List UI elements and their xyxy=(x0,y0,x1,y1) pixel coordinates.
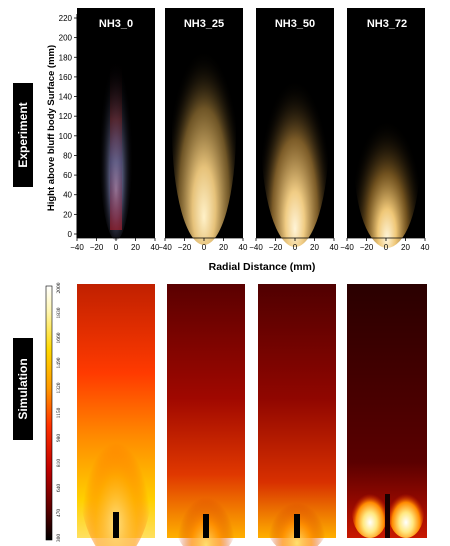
svg-text:Simulation: Simulation xyxy=(16,358,30,419)
xtick-label: 40 xyxy=(421,243,430,252)
svg-text:Experiment: Experiment xyxy=(16,102,30,167)
experiment-yticks: 0 20 40 60 80 100 120 140 160 180 200 220 xyxy=(59,14,77,239)
ytick-label: 220 xyxy=(59,14,73,23)
ytick-label: 80 xyxy=(63,151,72,160)
experiment-panel-nh3-0: NH3_0 xyxy=(77,8,155,240)
ytick-label: 20 xyxy=(63,210,72,219)
simulation-panel-nh3-72 xyxy=(347,284,427,538)
ytick-label: 120 xyxy=(59,112,73,121)
experiment-panel-nh3-25: NH3_25 xyxy=(165,8,243,245)
experiment-row-label: Experiment xyxy=(13,83,33,187)
simulation-panel-nh3-50 xyxy=(258,284,336,546)
experiment-panel-nh3-50: NH3_50 xyxy=(256,8,334,247)
colorbar-tick-label: 2000 xyxy=(56,282,62,293)
ytick-label: 160 xyxy=(59,73,73,82)
experiment-ylabel: Hight above bluff body Surface (mm) xyxy=(46,45,57,211)
ytick-label: 180 xyxy=(59,53,73,62)
xtick-label: 20 xyxy=(131,243,140,252)
colorbar-tick-label: 1830 xyxy=(56,307,62,318)
xtick-label: −20 xyxy=(178,243,192,252)
xtick-label: −40 xyxy=(70,243,84,252)
colorbar-tick-label: 980 xyxy=(56,434,62,443)
ytick-label: 0 xyxy=(68,230,73,239)
xtick-label: 0 xyxy=(202,243,207,252)
xtick-label: 0 xyxy=(384,243,389,252)
ytick-label: 40 xyxy=(63,191,72,200)
xtick-label: 0 xyxy=(114,243,119,252)
colorbar-tick-label: 300 xyxy=(56,534,62,543)
ytick-label: 100 xyxy=(59,132,73,141)
experiment-panel-nh3-72: NH3_72 xyxy=(347,8,425,248)
xtick-label: −40 xyxy=(340,243,354,252)
simulation-panel-nh3-0 xyxy=(77,284,155,546)
xtick-label: 20 xyxy=(401,243,410,252)
ytick-label: 200 xyxy=(59,34,73,43)
ytick-label: 60 xyxy=(63,171,72,180)
xtick-label: 40 xyxy=(330,243,339,252)
xtick-label: 20 xyxy=(219,243,228,252)
colorbar-tick-label: 470 xyxy=(56,509,62,518)
colorbar-ticks: 300 470 640 810 980 1150 1320 1490 1660 1830 2000 xyxy=(56,282,62,542)
panel-title: NH3_25 xyxy=(184,18,224,30)
xtick-label: −20 xyxy=(269,243,283,252)
panel-title: NH3_72 xyxy=(367,18,407,30)
simulation-panel-nh3-25 xyxy=(167,284,245,546)
xtick-label: −20 xyxy=(90,243,104,252)
colorbar-tick-label: 640 xyxy=(56,484,62,493)
panel-title: NH3_50 xyxy=(275,18,315,30)
colorbar-tick-label: 1150 xyxy=(56,407,62,418)
xtick-label: 0 xyxy=(293,243,298,252)
colorbar-tick-label: 1490 xyxy=(56,357,62,368)
colorbar-tick-label: 1660 xyxy=(56,332,62,343)
xtick-label: 40 xyxy=(239,243,248,252)
colorbar xyxy=(45,285,53,541)
ytick-label: 140 xyxy=(59,93,73,102)
experiment-xlabel: Radial Distance (mm) xyxy=(209,261,316,273)
colorbar-tick-label: 810 xyxy=(56,459,62,468)
xtick-label: −40 xyxy=(249,243,263,252)
xtick-label: 20 xyxy=(310,243,319,252)
colorbar-tick-label: 1320 xyxy=(56,382,62,393)
simulation-row-label: Simulation xyxy=(13,338,33,440)
xtick-label: −40 xyxy=(158,243,172,252)
xtick-label: 40 xyxy=(151,243,160,252)
xtick-label: −20 xyxy=(360,243,374,252)
experiment-xticks: −40 −20 0 20 40−40 −20 0 20 40 −40 −20 0 20 40 −40 −20 0… xyxy=(70,237,430,252)
panel-title: NH3_0 xyxy=(99,18,133,30)
